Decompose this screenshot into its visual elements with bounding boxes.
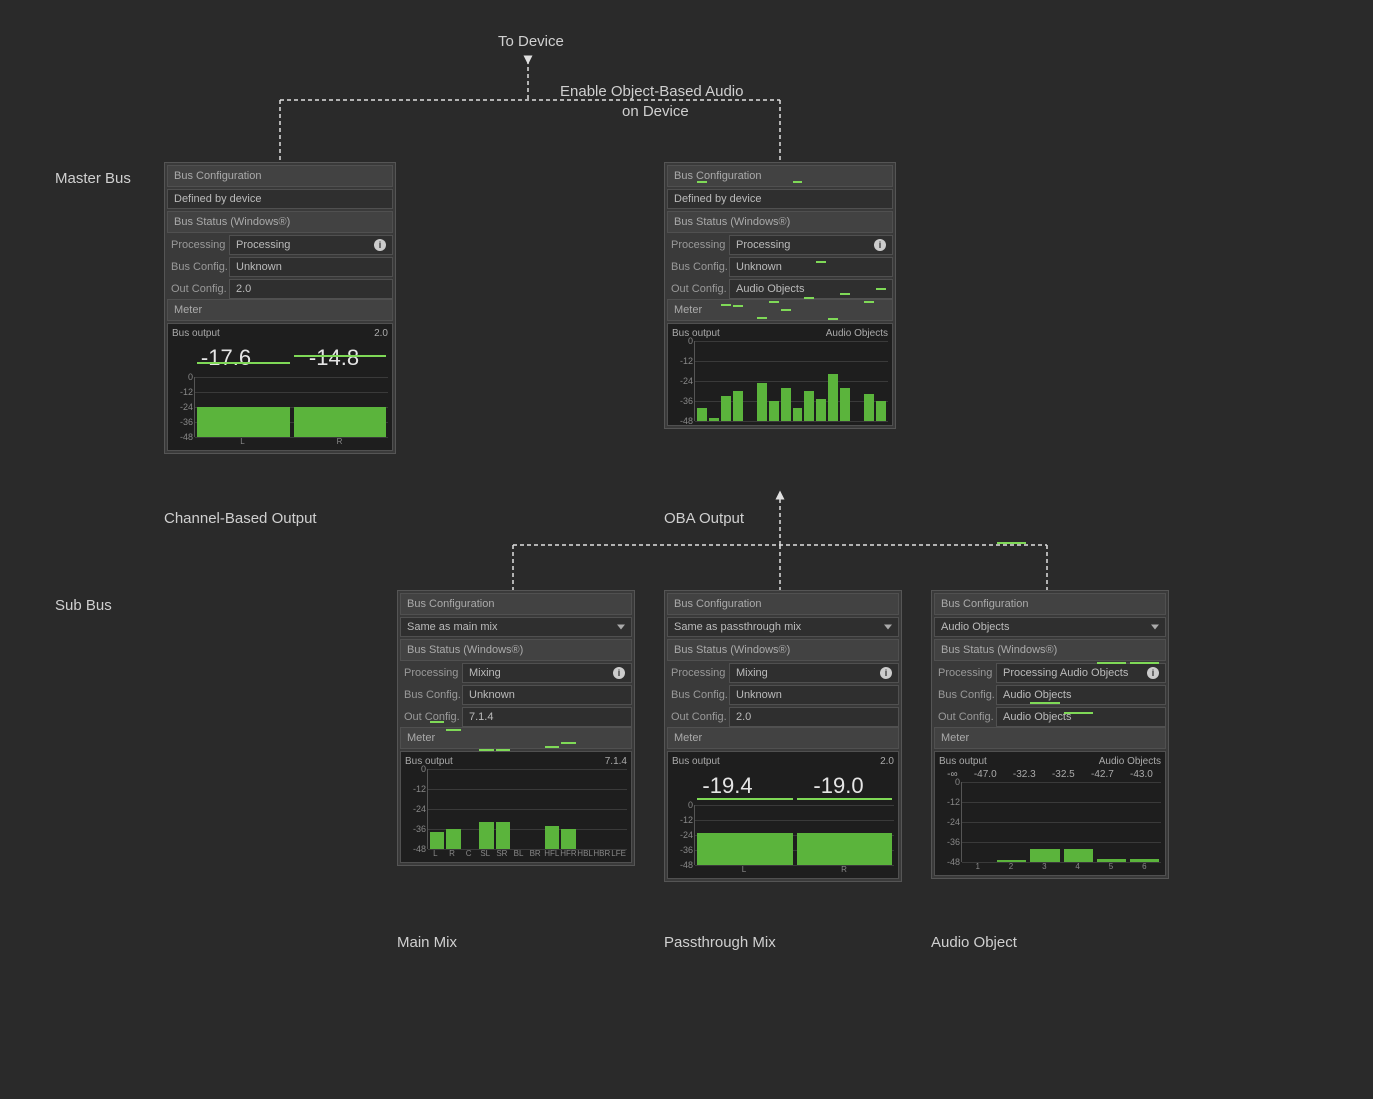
lab-out-config: Out Config. [167, 283, 229, 295]
meter-left-lab: Bus output [172, 328, 220, 339]
config-dropdown[interactable]: Defined by device [167, 189, 393, 209]
config-dropdown[interactable]: Defined by device [667, 189, 893, 209]
label-to-device: To Device [498, 33, 564, 50]
panel-audio-object: Bus Configuration Audio Objects Bus Stat… [931, 590, 1169, 879]
hdr-bus-config: Bus Configuration [167, 165, 393, 187]
meter-chart: 0-12-24-36-48 [694, 341, 888, 421]
hdr-bus-config: Bus Configuration [667, 165, 893, 187]
xticks: LR [194, 437, 388, 446]
meter-right-lab: 2.0 [374, 328, 388, 339]
config-dropdown[interactable]: Audio Objects [934, 617, 1166, 637]
meter: Bus output Audio Objects 0-12-24-36-48 [667, 323, 893, 426]
label-master-bus: Master Bus [55, 170, 131, 187]
meter: Bus output 2.0 -19.4-19.0 0-12-24-36-48 … [667, 751, 899, 879]
val-processing: Processingi [229, 235, 393, 255]
meter-chart: 0-12-24-36-48 [194, 377, 388, 437]
meter: Bus output 2.0 -17.6-14.8 0-12-24-36-48 … [167, 323, 393, 451]
val-bus-config: Unknown [229, 257, 393, 277]
config-dropdown[interactable]: Same as main mix [400, 617, 632, 637]
lab-bus-config: Bus Config. [167, 261, 229, 273]
val-processing: Processingi [729, 235, 893, 255]
caption-main-mix: Main Mix [397, 934, 457, 951]
meter: Bus output 7.1.4 0-12-24-36-48 LRCSLSRBL… [400, 751, 632, 863]
val-out-config: 2.0 [229, 279, 393, 299]
caption-audio-object: Audio Object [931, 934, 1017, 951]
hdr-meter: Meter [167, 299, 393, 321]
val-bus-config: Unknown [729, 257, 893, 277]
caption-oba: OBA Output [664, 510, 744, 527]
info-icon[interactable]: i [613, 667, 625, 679]
meter-chart: 0-12-24-36-48 [961, 782, 1161, 862]
info-icon[interactable]: i [880, 667, 892, 679]
chevron-down-icon [617, 625, 625, 630]
meter-chart: 0-12-24-36-48 [694, 805, 894, 865]
caption-channel-based: Channel-Based Output [164, 510, 317, 527]
meter-readouts: -17.6-14.8 [172, 345, 388, 371]
chevron-down-icon [884, 625, 892, 630]
info-icon[interactable]: i [374, 239, 386, 251]
label-enable-oba: Enable Object-Based Audio [560, 83, 743, 100]
config-dropdown[interactable]: Same as passthrough mix [667, 617, 899, 637]
hdr-bus-status: Bus Status (Windows®) [667, 211, 893, 233]
hdr-bus-status: Bus Status (Windows®) [167, 211, 393, 233]
panel-oba-output: Bus Configuration Defined by device Bus … [664, 162, 896, 429]
label-sub-bus: Sub Bus [55, 597, 112, 614]
panel-channel-based: Bus Configuration Defined by device Bus … [164, 162, 396, 454]
meter-chart: 0-12-24-36-48 [427, 769, 627, 849]
label-on-device: on Device [622, 103, 689, 120]
panel-main-mix: Bus Configuration Same as main mix Bus S… [397, 590, 635, 866]
caption-passthrough: Passthrough Mix [664, 934, 776, 951]
chevron-down-icon [1151, 625, 1159, 630]
meter: Bus output Audio Objects -∞-47.0-32.3-32… [934, 751, 1166, 876]
panel-passthrough: Bus Configuration Same as passthrough mi… [664, 590, 902, 882]
info-icon[interactable]: i [874, 239, 886, 251]
info-icon[interactable]: i [1147, 667, 1159, 679]
lab-processing: Processing [167, 239, 229, 251]
